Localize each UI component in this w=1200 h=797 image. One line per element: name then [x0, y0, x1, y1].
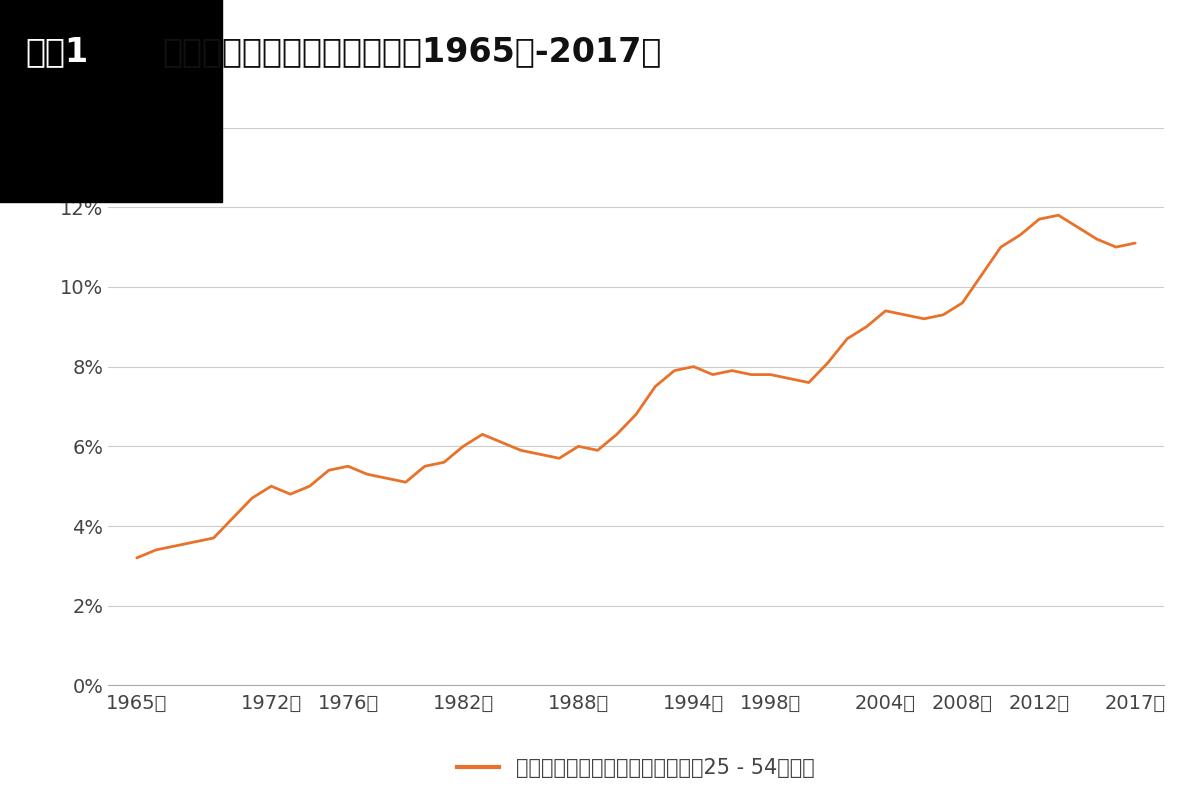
Legend: アメリカで労働に参加していない25 - 54歳男性: アメリカで労働に参加していない25 - 54歳男性	[449, 750, 823, 787]
Text: 図表1: 図表1	[25, 35, 89, 69]
Text: 働いていないアメリカ男性　1965年-2017年: 働いていないアメリカ男性 1965年-2017年	[162, 35, 661, 69]
